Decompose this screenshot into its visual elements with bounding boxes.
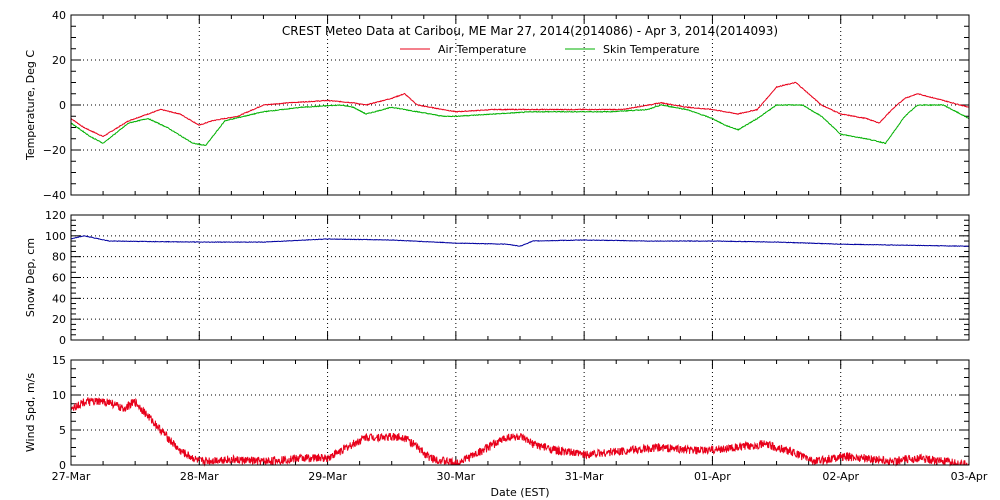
series-line-skin-temperature	[70, 103, 970, 147]
y-tick-label: 0	[59, 334, 66, 347]
y-tick-label: −40	[43, 189, 66, 202]
x-tick-label: 27-Mar	[52, 470, 91, 483]
y-tick-label: 80	[52, 251, 66, 264]
series-line-air-temperature	[70, 81, 970, 138]
y-tick-label: 10	[52, 389, 66, 402]
panel-2: 120 100 80 60 40 20 0 Snow Dep, cm	[24, 209, 970, 347]
y-tick-label: 0	[59, 459, 66, 472]
panel-frame	[70, 214, 970, 341]
legend-label: Skin Temperature	[603, 43, 700, 56]
y-tick-label: 5	[59, 424, 66, 437]
x-axis-label: Date (EST)	[490, 486, 549, 499]
y-tick-label: 15	[52, 354, 66, 367]
x-tick-label: 31-Mar	[565, 470, 604, 483]
y-tick-label: −20	[43, 144, 66, 157]
series-line-snow	[70, 235, 970, 247]
y-tick-label: 60	[52, 272, 66, 285]
y-tick-label: 40	[52, 9, 66, 22]
y-tick-label: 40	[52, 292, 66, 305]
y-tick-label: 20	[52, 313, 66, 326]
x-tick-label: 29-Mar	[308, 470, 347, 483]
y-tick-label: 100	[45, 230, 66, 243]
legend-label: Air Temperature	[438, 43, 527, 56]
x-tick-label: 01-Apr	[694, 470, 731, 483]
x-tick-label: 03-Apr	[951, 470, 988, 483]
y-tick-label: 20	[52, 54, 66, 67]
panel-frame	[70, 359, 970, 466]
y-tick-label: 0	[59, 99, 66, 112]
panel-frame	[70, 14, 970, 196]
chart-title: CREST Meteo Data at Caribou, ME Mar 27, …	[282, 24, 778, 38]
x-tick-label: 02-Apr	[822, 470, 859, 483]
panel-1: 40 20 0 −20 −40 Temperature, Deg C Air Tempera…	[24, 9, 970, 202]
x-tick-label: 28-Mar	[180, 470, 219, 483]
y-tick-label: 120	[45, 209, 66, 222]
y-axis-label: Snow Dep, cm	[24, 238, 37, 317]
series-line-wind	[70, 397, 970, 467]
x-tick-label: 30-Mar	[436, 470, 475, 483]
y-axis-label: Temperature, Deg C	[24, 50, 37, 161]
y-axis-label: Wind Spd, m/s	[24, 373, 37, 453]
panel-3: 15 10 5 0 Wind Spd, m/s	[24, 354, 970, 472]
